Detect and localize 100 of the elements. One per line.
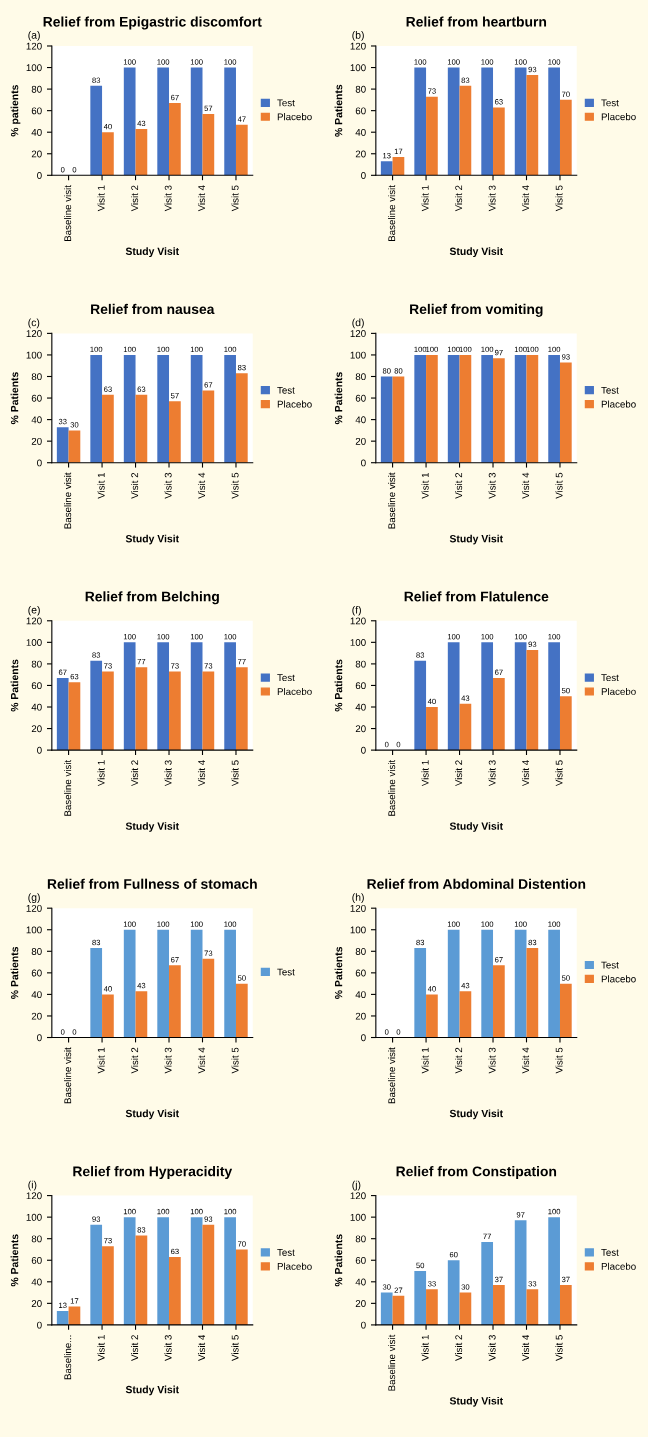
x-axis-title: Study Visit xyxy=(449,822,503,832)
x-tick-label: Visit 3 xyxy=(488,185,496,212)
y-tick-label: 0 xyxy=(361,1321,366,1329)
x-tick-label: Baseline visit xyxy=(388,759,396,816)
y-tick-label: 20 xyxy=(355,1300,366,1307)
bar xyxy=(392,376,405,463)
x-tick-label: Visit 3 xyxy=(488,1335,496,1361)
legend-label: Placebo xyxy=(601,1262,636,1270)
bar xyxy=(548,67,560,176)
x-tick-label: Visit 5 xyxy=(231,185,239,212)
bar xyxy=(169,1257,181,1325)
x-tick-label: Visit 4 xyxy=(197,185,206,212)
bar xyxy=(548,354,560,463)
text: (e) xyxy=(28,605,40,616)
x-tick-label: Visit 1 xyxy=(421,1047,429,1074)
y-tick-label: 100 xyxy=(350,639,366,646)
x-tick-label: Visit 4 xyxy=(521,1047,530,1074)
bar xyxy=(190,1217,203,1325)
x-tick-label: Visit 3 xyxy=(164,1047,172,1074)
x-tick-label: Visit 2 xyxy=(455,1047,463,1074)
legend-label: Test xyxy=(277,674,295,682)
y-tick-label: 20 xyxy=(355,150,366,158)
y-tick-label: 80 xyxy=(31,948,42,955)
y-tick-label: 80 xyxy=(355,948,366,955)
y-tick-label: 60 xyxy=(355,107,366,115)
x-tick-label: Visit 1 xyxy=(421,185,429,212)
bar xyxy=(157,354,170,463)
text: (d) xyxy=(352,318,364,329)
bar xyxy=(426,1289,438,1325)
y-tick-label: 80 xyxy=(355,660,366,668)
y-tick-label: 60 xyxy=(355,1256,366,1264)
bar xyxy=(559,99,572,176)
y-tick-label: 80 xyxy=(355,373,366,381)
y-tick-label: 60 xyxy=(31,394,42,402)
legend-label: Placebo xyxy=(277,400,312,408)
y-tick-label: 80 xyxy=(355,1235,366,1243)
bar xyxy=(157,67,170,176)
bar xyxy=(481,642,494,751)
bar xyxy=(380,1292,393,1325)
bar xyxy=(426,354,438,463)
y-tick-label: 20 xyxy=(31,150,42,158)
bar xyxy=(426,994,438,1038)
x-tick-label: Visit 4 xyxy=(521,760,530,787)
bar xyxy=(426,707,438,751)
x-tick-label: Visit 1 xyxy=(421,472,429,499)
y-tick-label: 100 xyxy=(350,926,366,934)
bar xyxy=(157,1217,170,1325)
y-axis-title: % Patients xyxy=(334,1234,343,1287)
bar xyxy=(447,67,460,176)
legend-label: Placebo xyxy=(601,400,636,408)
bar xyxy=(493,1285,505,1325)
y-tick-label: 60 xyxy=(355,394,366,402)
bar xyxy=(224,1217,236,1325)
y-tick-label: 120 xyxy=(350,617,366,625)
bar xyxy=(102,132,114,176)
x-tick-label: Visit 2 xyxy=(455,760,463,787)
y-tick-label: 20 xyxy=(31,1012,42,1020)
bar xyxy=(548,642,560,751)
bar xyxy=(380,161,393,176)
x-tick-label: Visit 2 xyxy=(131,185,139,212)
x-axis-title: Study Visit xyxy=(125,247,179,258)
bar xyxy=(414,67,427,176)
bar xyxy=(514,929,527,1038)
bar xyxy=(481,67,494,176)
y-axis-title: % Patients xyxy=(334,659,343,712)
x-tick-label: Visit 2 xyxy=(131,1335,139,1361)
bar xyxy=(526,948,539,1038)
x-tick-label: Visit 5 xyxy=(555,1335,563,1361)
y-tick-label: 80 xyxy=(355,85,366,93)
bar xyxy=(559,696,572,751)
bar xyxy=(414,660,427,751)
bar xyxy=(157,929,170,1038)
legend-label: Placebo xyxy=(277,113,312,121)
bar xyxy=(90,354,103,463)
y-tick-label: 40 xyxy=(31,991,42,999)
bar xyxy=(56,427,69,463)
text: (f) xyxy=(352,605,361,616)
y-tick-label: 60 xyxy=(31,969,42,977)
bar xyxy=(235,983,248,1038)
bar xyxy=(459,1292,472,1325)
x-axis-title: Study Visit xyxy=(449,1396,503,1407)
bar xyxy=(102,1246,114,1325)
x-tick-label: Visit 3 xyxy=(164,185,172,212)
bar xyxy=(68,682,81,751)
text: (g) xyxy=(28,893,40,904)
y-tick-label: 60 xyxy=(355,682,366,690)
x-axis-title: Study Visit xyxy=(449,534,503,545)
x-tick-label: Visit 5 xyxy=(555,472,563,499)
bar xyxy=(224,642,236,751)
x-tick-label: Visit 2 xyxy=(131,760,139,787)
bar xyxy=(459,85,472,176)
y-tick-label: 100 xyxy=(350,64,366,72)
x-tick-label: Visit 1 xyxy=(97,472,105,499)
bar xyxy=(514,67,527,176)
bar xyxy=(202,390,215,463)
bar xyxy=(481,1241,494,1325)
x-axis-title: Study Visit xyxy=(125,1109,179,1120)
bar xyxy=(526,75,539,176)
bar xyxy=(514,1220,527,1325)
x-tick-label: Baseline visit xyxy=(64,472,72,529)
